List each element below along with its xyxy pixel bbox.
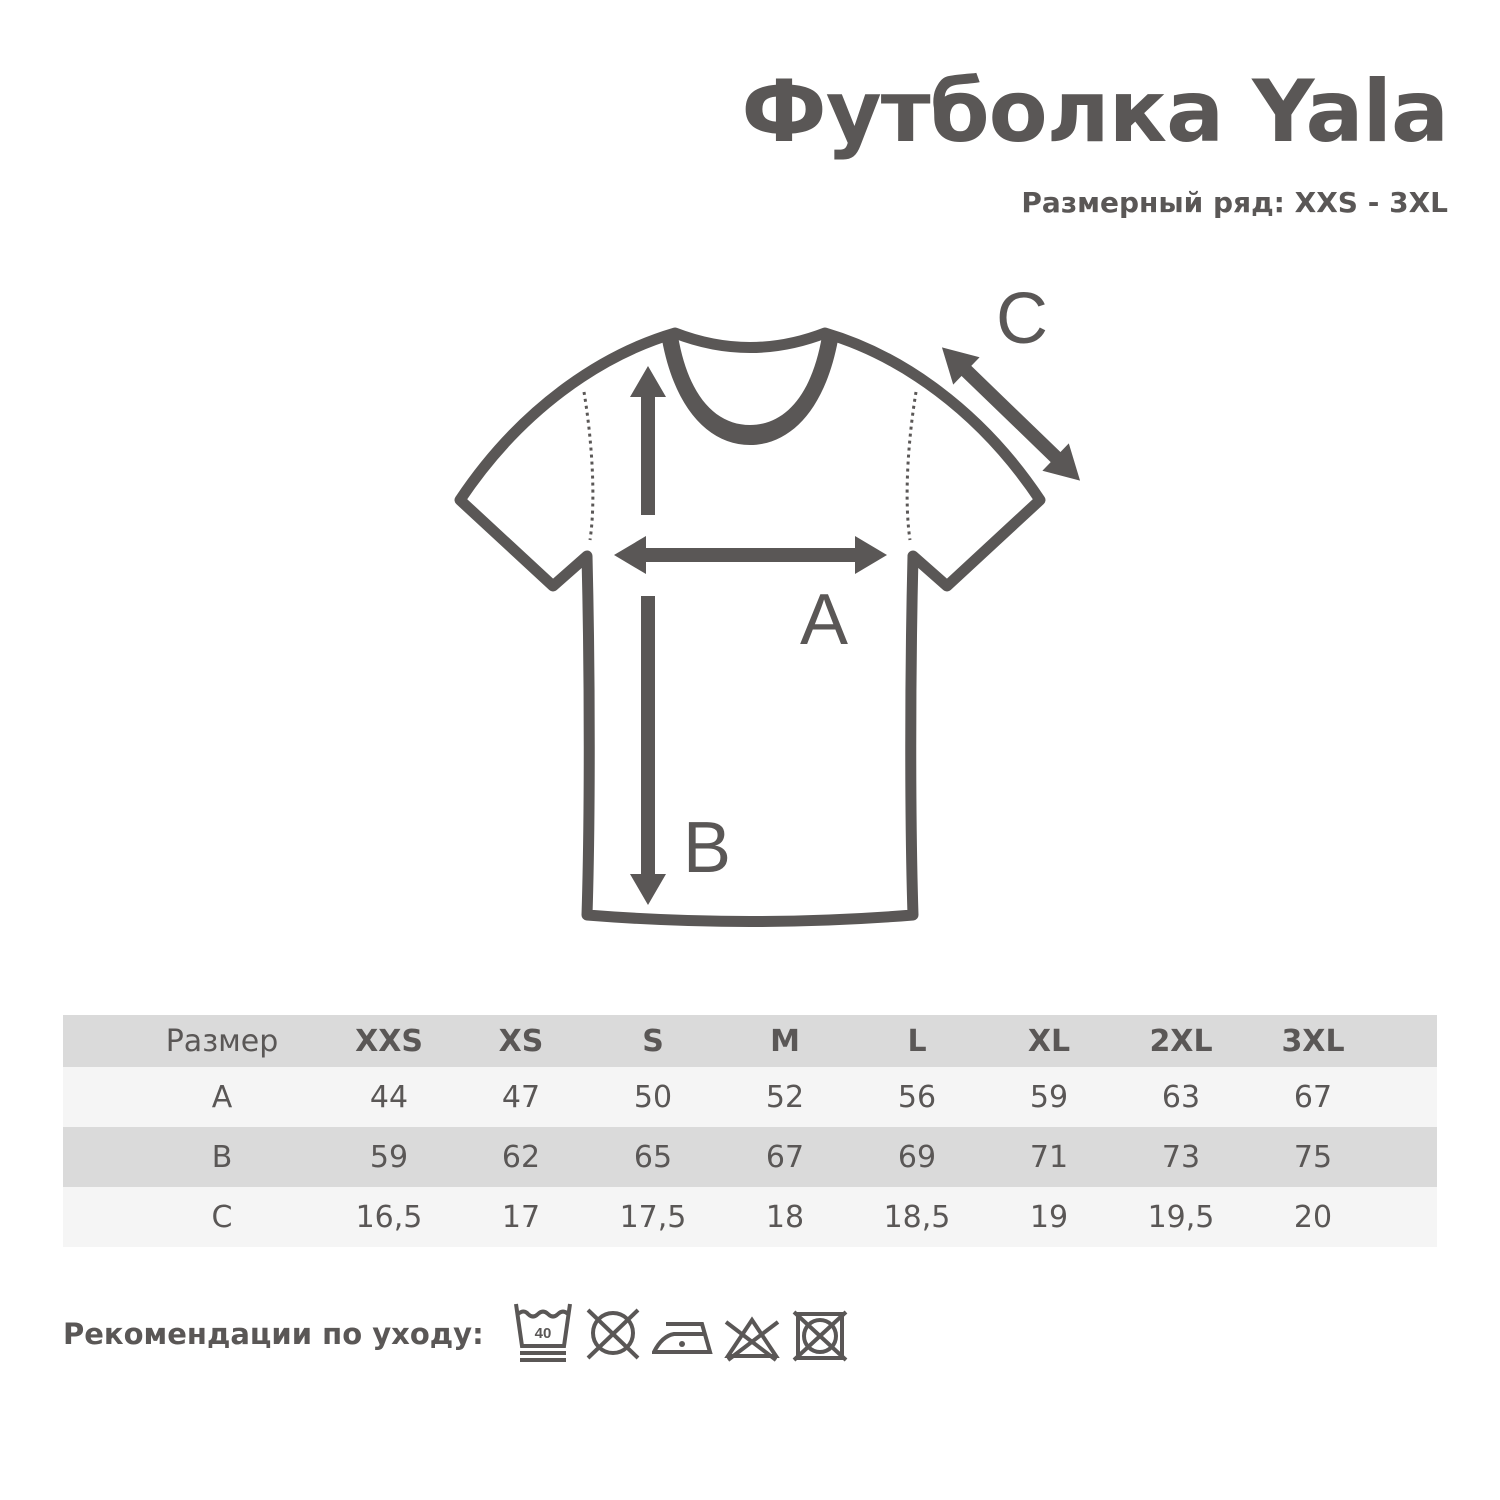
table-cell: 62 xyxy=(501,1139,541,1175)
table-cell: 18,5 xyxy=(883,1199,951,1235)
column-header: XL xyxy=(1027,1023,1071,1059)
column-header: S xyxy=(642,1023,664,1059)
seam-left xyxy=(582,391,595,541)
no-tumble-dry-icon xyxy=(586,1308,640,1360)
table-cell: 69 xyxy=(897,1139,937,1175)
table-row: C 16,5 17 17,5 18 18,5 19 19,5 20 xyxy=(63,1187,1437,1247)
table-cell: 19,5 xyxy=(1147,1199,1215,1235)
row-label: C xyxy=(211,1199,233,1235)
table-cell: 75 xyxy=(1293,1139,1333,1175)
column-header: XXS xyxy=(355,1023,423,1059)
table-cell: 59 xyxy=(369,1139,409,1175)
column-header: Размер xyxy=(165,1023,279,1059)
column-header: M xyxy=(770,1023,800,1059)
seam-right xyxy=(905,391,918,541)
wash-temperature: 40 xyxy=(535,1325,552,1342)
care-label: Рекомендации по уходу: xyxy=(63,1317,484,1351)
label-b: B xyxy=(683,808,732,888)
no-dry-clean-tumble-icon xyxy=(792,1310,848,1362)
table-cell: 65 xyxy=(633,1139,673,1175)
table-row: B 59 62 65 67 69 71 73 75 xyxy=(63,1127,1437,1187)
no-bleach-icon xyxy=(724,1316,780,1362)
tshirt-diagram xyxy=(454,327,1081,927)
table-cell: 59 xyxy=(1029,1079,1069,1115)
row-label: B xyxy=(211,1139,233,1175)
neckband xyxy=(662,336,838,445)
table-cell: 20 xyxy=(1293,1199,1333,1235)
table-cell: 47 xyxy=(501,1079,541,1115)
measure-b-arrow xyxy=(630,366,666,905)
table-cell: 56 xyxy=(897,1079,937,1115)
label-a: A xyxy=(800,580,849,660)
table-header-row: Размер XXS XS S M L XL 2XL 3XL xyxy=(63,1015,1437,1067)
table-cell: 63 xyxy=(1161,1079,1201,1115)
table-cell: 19 xyxy=(1029,1199,1069,1235)
page-title: Футболка Yala xyxy=(741,62,1449,162)
column-header: 3XL xyxy=(1281,1023,1345,1059)
table-row: A 44 47 50 52 56 59 63 67 xyxy=(63,1067,1437,1127)
table-cell: 71 xyxy=(1029,1139,1069,1175)
table-cell: 16,5 xyxy=(355,1199,423,1235)
table-cell: 17 xyxy=(501,1199,541,1235)
column-header: L xyxy=(907,1023,927,1059)
table-cell: 44 xyxy=(369,1079,409,1115)
table-cell: 17,5 xyxy=(619,1199,687,1235)
shirt-outline xyxy=(454,327,1046,927)
table-cell: 67 xyxy=(1293,1079,1333,1115)
table-cell: 50 xyxy=(633,1079,673,1115)
table-cell: 18 xyxy=(765,1199,805,1235)
table-cell: 67 xyxy=(765,1139,805,1175)
row-label: A xyxy=(211,1079,233,1115)
table-cell: 52 xyxy=(765,1079,805,1115)
iron-low-icon xyxy=(652,1322,713,1354)
measure-c-arrow xyxy=(941,347,1081,481)
label-c: C xyxy=(996,279,1048,359)
column-header: XS xyxy=(498,1023,544,1059)
size-range: Размерный ряд: XXS - 3XL xyxy=(1021,186,1448,219)
wash-40-gentle-icon: 40 xyxy=(514,1303,572,1362)
measure-a-arrow xyxy=(614,536,887,574)
column-header: 2XL xyxy=(1149,1023,1213,1059)
table-cell: 73 xyxy=(1161,1139,1201,1175)
size-table: Размер XXS XS S M L XL 2XL 3XL A 44 47 5… xyxy=(63,1015,1437,1247)
